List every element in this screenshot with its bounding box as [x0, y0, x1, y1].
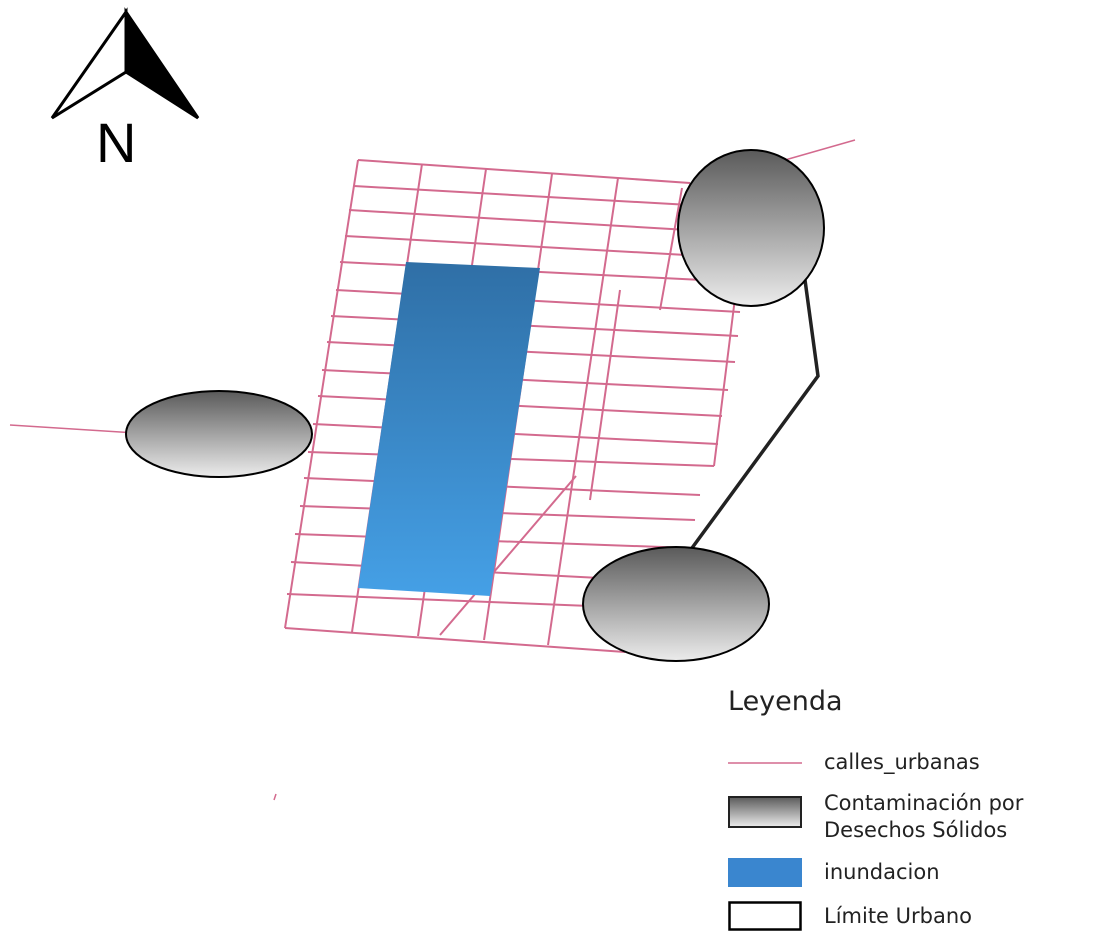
waste-contamination-icon: [728, 796, 802, 828]
street-edge-bottom: [284, 627, 626, 653]
street-edge-top: [357, 159, 691, 184]
street-northeast: [784, 139, 856, 161]
external-streets: [9, 139, 856, 434]
boundary-connector: [690, 279, 820, 550]
urban-boundary-icon: [728, 901, 802, 931]
street-line-icon: [728, 762, 802, 764]
legend-label-boundary: Límite Urbano: [824, 904, 973, 928]
north-arrow-icon: [50, 7, 200, 120]
legend-label-waste-line2: Desechos Sólidos: [824, 818, 1008, 842]
legend-title: Leyenda: [728, 686, 843, 717]
north-label: N: [96, 111, 136, 174]
flood-area-icon: [728, 858, 802, 887]
waste-zone-southeast: [582, 546, 770, 662]
flood-zone: [358, 262, 540, 596]
waste-zone-northeast: [677, 149, 825, 307]
waste-contamination-zones: [125, 149, 825, 662]
waste-zone-west: [125, 390, 313, 478]
stray-mark: [273, 793, 277, 801]
legend-label-waste-line1: Contaminación por: [824, 791, 1024, 815]
street-west: [9, 424, 136, 434]
street-edge-left: [284, 159, 359, 629]
legend-label-flood: inundacion: [824, 860, 940, 884]
legend-label-streets: calles_urbanas: [824, 750, 980, 774]
